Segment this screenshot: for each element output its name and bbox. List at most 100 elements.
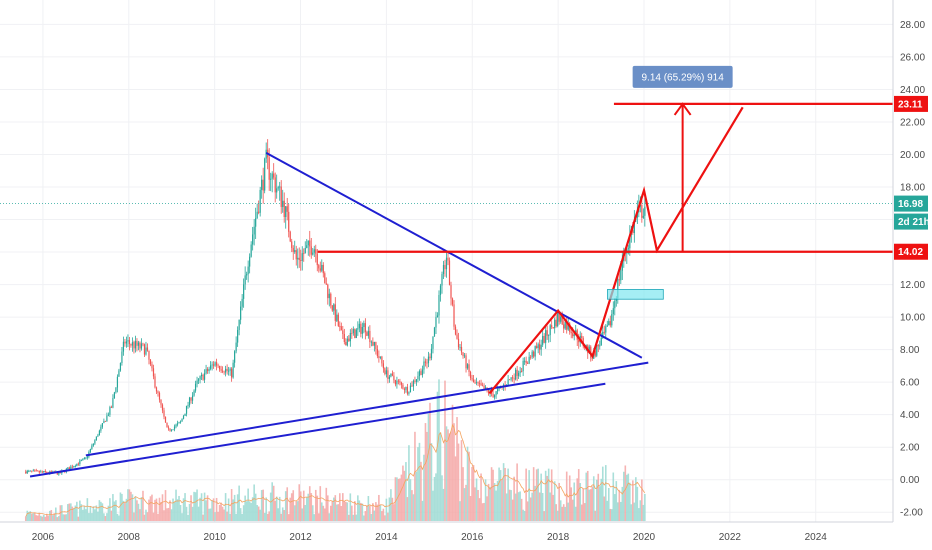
candle-body [493, 395, 496, 398]
volume-bar [492, 469, 494, 521]
candle-body [118, 370, 120, 377]
volume-bar [499, 470, 502, 521]
volume-bar [277, 508, 280, 521]
volume-bar [537, 468, 539, 521]
volume-bar [474, 487, 476, 521]
volume-bar [360, 502, 362, 521]
candle-body [614, 300, 616, 309]
volume-bar [387, 512, 389, 521]
candle-body [509, 379, 511, 381]
candle-body [343, 334, 345, 342]
volume-bar [346, 502, 349, 521]
volume-bar [561, 506, 564, 521]
candle-body [360, 323, 362, 334]
candle-body [465, 355, 467, 369]
candle-body [32, 470, 34, 472]
volume-bar [281, 507, 284, 521]
candle-body [441, 274, 443, 286]
trendline-rising-support-upper[interactable] [85, 361, 649, 457]
highlight-zone[interactable] [607, 289, 664, 300]
volume-bar [256, 505, 258, 521]
candle-body [442, 264, 445, 275]
candle-body [596, 344, 598, 356]
trendline-descending-resistance[interactable] [265, 151, 643, 359]
target-level-tag-text: 23.11 [898, 99, 923, 110]
volume-bar [215, 497, 218, 521]
volume-bar [580, 504, 583, 521]
candle-body [73, 466, 75, 468]
volume-bar [265, 497, 267, 521]
candle-body [232, 362, 234, 378]
volume-bar [367, 495, 370, 521]
volume-bar [472, 465, 475, 521]
candle-body [91, 445, 93, 449]
volume-bar [567, 502, 570, 521]
candle-body [94, 440, 96, 444]
volume-bar [393, 504, 395, 521]
candle-body [190, 397, 192, 401]
volume-bar [196, 489, 198, 521]
volume-bar [24, 516, 27, 521]
volume-bar [254, 493, 257, 521]
volume-bar [313, 514, 316, 521]
volume-bar [468, 451, 470, 521]
candle-body [366, 332, 368, 336]
volume-bar [456, 417, 458, 521]
candle-body [533, 351, 535, 357]
candle-body [639, 205, 641, 207]
time-tick-label: 2010 [204, 532, 227, 543]
candle-body [471, 377, 473, 380]
volume-bar [609, 508, 612, 521]
horizontal-levels[interactable] [317, 102, 893, 253]
candle-body [77, 463, 79, 465]
candle-body [391, 373, 394, 376]
volume-bar [565, 471, 568, 521]
candle-body [457, 338, 460, 348]
candle-body [43, 471, 45, 473]
price-range-measure[interactable]: 9.14 (65.29%) 914 [632, 65, 733, 252]
candle-body [372, 341, 374, 346]
trendlines[interactable] [29, 151, 649, 478]
volume-bar [140, 497, 143, 521]
volume-bar [202, 514, 204, 521]
volume-bar [430, 443, 433, 521]
volume-bar [504, 467, 506, 521]
trendline-rising-support-lower[interactable] [29, 382, 606, 478]
volume-bar [337, 504, 340, 521]
volume-bar [296, 501, 299, 521]
volume-bar [94, 509, 96, 521]
volume-bar [522, 509, 524, 521]
candle-body [307, 240, 309, 246]
volume-bar [384, 515, 386, 521]
candle-body [578, 339, 580, 343]
candle-body [545, 330, 547, 343]
volume-bar [209, 508, 212, 521]
candle-body [394, 380, 397, 385]
volume-bar [193, 491, 195, 521]
candle-body [243, 284, 245, 299]
candle-body [599, 345, 601, 347]
candle-body [355, 329, 357, 339]
candle-body [113, 392, 116, 398]
volume-bar [167, 507, 170, 521]
candle-body [46, 471, 48, 473]
candle-body [472, 379, 475, 383]
candle-body [259, 189, 261, 213]
candle-body [253, 226, 255, 235]
volume-bar [507, 468, 509, 521]
candle-body [466, 364, 469, 369]
zigzag-pattern[interactable] [488, 106, 744, 395]
time-tick-label: 2016 [461, 532, 484, 543]
candle-body [495, 391, 497, 396]
candle-body [531, 351, 533, 357]
volume-bar [143, 514, 146, 521]
volume-bar [623, 471, 625, 521]
candle-body [469, 371, 472, 378]
volume-bar [556, 510, 559, 521]
volume-bar [589, 489, 592, 521]
volume-bar [328, 513, 331, 521]
support-level-tag-text: 14.02 [898, 247, 923, 258]
volume-bar [519, 491, 521, 521]
candle-body [411, 385, 413, 387]
